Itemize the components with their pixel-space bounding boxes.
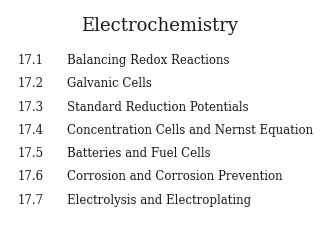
Text: 17.6: 17.6 bbox=[18, 170, 44, 183]
Text: Balancing Redox Reactions: Balancing Redox Reactions bbox=[67, 54, 230, 67]
Text: Electrochemistry: Electrochemistry bbox=[82, 17, 238, 35]
Text: Batteries and Fuel Cells: Batteries and Fuel Cells bbox=[67, 147, 211, 160]
Text: 17.3: 17.3 bbox=[18, 101, 44, 114]
Text: 17.4: 17.4 bbox=[18, 124, 44, 137]
Text: 17.7: 17.7 bbox=[18, 194, 44, 207]
Text: Standard Reduction Potentials: Standard Reduction Potentials bbox=[67, 101, 249, 114]
Text: 17.2: 17.2 bbox=[18, 77, 44, 90]
Text: Galvanic Cells: Galvanic Cells bbox=[67, 77, 152, 90]
Text: 17.5: 17.5 bbox=[18, 147, 44, 160]
Text: Concentration Cells and Nernst Equation: Concentration Cells and Nernst Equation bbox=[67, 124, 313, 137]
Text: Corrosion and Corrosion Prevention: Corrosion and Corrosion Prevention bbox=[67, 170, 283, 183]
Text: 17.1: 17.1 bbox=[18, 54, 44, 67]
Text: Electrolysis and Electroplating: Electrolysis and Electroplating bbox=[67, 194, 251, 207]
